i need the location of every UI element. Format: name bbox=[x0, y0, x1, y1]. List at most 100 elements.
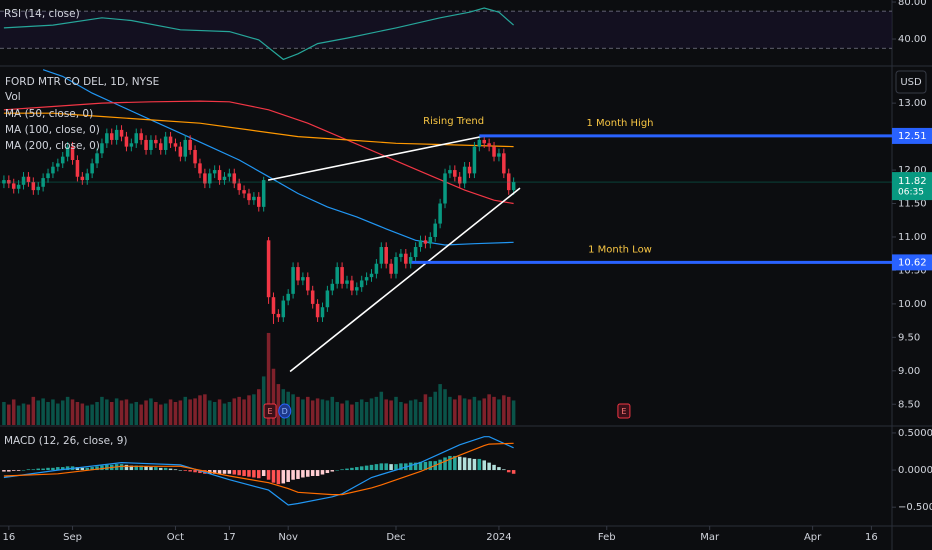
candle-body bbox=[261, 180, 266, 207]
candle-body bbox=[90, 163, 94, 174]
candle-body bbox=[208, 173, 212, 184]
volume-bar bbox=[193, 398, 197, 425]
volume-bar bbox=[448, 396, 452, 425]
macd-histogram bbox=[129, 465, 134, 471]
currency-box[interactable] bbox=[895, 70, 927, 94]
macd-histogram bbox=[2, 470, 6, 472]
candle-body bbox=[134, 133, 139, 144]
candle-body bbox=[31, 182, 36, 191]
macd-histogram bbox=[183, 470, 188, 471]
volume-bar bbox=[428, 396, 433, 425]
volume-bar bbox=[85, 405, 90, 425]
candle-body bbox=[247, 193, 251, 201]
time-label: Dec bbox=[386, 532, 405, 543]
volume-bar bbox=[144, 400, 148, 425]
macd-histogram bbox=[100, 465, 104, 471]
candle-body bbox=[21, 176, 26, 185]
macd-histogram bbox=[193, 470, 197, 473]
currency[interactable]: USD bbox=[900, 77, 922, 88]
macd-histogram bbox=[252, 470, 256, 478]
volume-bar bbox=[438, 384, 442, 425]
volume-bar bbox=[95, 401, 99, 425]
volume-bar bbox=[330, 396, 335, 425]
price-label: 10.00 bbox=[898, 299, 927, 310]
volume-bar bbox=[65, 396, 70, 425]
volume-bar bbox=[379, 391, 384, 425]
candle-body bbox=[281, 300, 286, 318]
candle-body bbox=[109, 133, 114, 140]
candle-body bbox=[340, 267, 344, 284]
candle-body bbox=[80, 176, 85, 181]
macd-histogram bbox=[399, 463, 403, 471]
candle-body bbox=[457, 176, 462, 184]
current-price: 11.82 bbox=[898, 176, 927, 187]
trendline bbox=[289, 187, 521, 373]
volume-bar bbox=[70, 399, 75, 425]
candle-body bbox=[443, 173, 447, 204]
candle-body bbox=[212, 170, 217, 174]
volume-bar bbox=[482, 398, 486, 425]
macd-histogram bbox=[95, 466, 99, 471]
macd-label: MACD (12, 26, close, 9) bbox=[4, 435, 127, 447]
macd-histogram bbox=[163, 467, 168, 471]
macd-histogram bbox=[340, 469, 344, 471]
macd-histogram bbox=[394, 464, 398, 471]
macd-histogram bbox=[438, 459, 442, 471]
volume-bar bbox=[26, 404, 31, 425]
volume-bar bbox=[198, 395, 202, 425]
candle-body bbox=[506, 173, 511, 191]
volume-bar bbox=[291, 394, 295, 425]
candle-body bbox=[477, 139, 482, 147]
volume-bar bbox=[374, 396, 379, 425]
volume-bar bbox=[443, 389, 447, 425]
candle-body bbox=[423, 240, 428, 244]
volume-bar bbox=[227, 401, 232, 425]
signal-line bbox=[3, 442, 514, 496]
rsi-label: RSI (14, close) bbox=[4, 8, 80, 20]
candle-body bbox=[119, 129, 124, 137]
candle-body bbox=[105, 133, 109, 144]
volume-bar bbox=[453, 399, 457, 425]
rsi-label: 40.00 bbox=[898, 34, 927, 45]
macd-histogram bbox=[266, 470, 271, 480]
macd-histogram bbox=[36, 468, 40, 471]
macd-pane bbox=[2, 436, 516, 506]
rsi-line bbox=[3, 7, 514, 61]
price-label: 9.50 bbox=[898, 332, 920, 343]
volume-bar bbox=[80, 403, 85, 425]
macd-histogram bbox=[227, 470, 232, 474]
price-pane bbox=[0, 69, 892, 425]
candle-body bbox=[163, 136, 168, 150]
price-label: 12.00 bbox=[898, 165, 927, 176]
macd-histogram bbox=[315, 470, 320, 476]
macd-histogram bbox=[154, 467, 158, 471]
time-label: 16 bbox=[2, 532, 15, 543]
macd-histogram bbox=[212, 470, 217, 474]
volume-bar bbox=[462, 398, 467, 425]
volume-bar bbox=[212, 401, 217, 425]
volume-bar bbox=[350, 404, 354, 425]
volume-bar bbox=[359, 399, 364, 425]
macd-histogram bbox=[46, 467, 50, 471]
macd-histogram bbox=[457, 456, 462, 471]
candle-body bbox=[100, 143, 104, 154]
candle-body bbox=[65, 146, 70, 157]
countdown: 06:35 bbox=[898, 188, 924, 198]
candle-body bbox=[492, 146, 496, 157]
price-label: 10.50 bbox=[898, 265, 927, 276]
candle-body bbox=[41, 178, 45, 187]
macd-histogram bbox=[51, 467, 55, 471]
volume-bar bbox=[389, 400, 393, 425]
macd-histogram bbox=[134, 465, 139, 471]
candle-body bbox=[291, 267, 295, 294]
macd-histogram bbox=[325, 470, 330, 474]
candle-body bbox=[60, 156, 65, 164]
volume-bar bbox=[418, 401, 423, 425]
macd-histogram bbox=[247, 470, 251, 477]
candle-body bbox=[320, 307, 325, 318]
volume-bar bbox=[511, 400, 516, 425]
price-label: 13.00 bbox=[898, 98, 927, 109]
candle-body bbox=[369, 273, 374, 278]
macd-line bbox=[3, 436, 514, 506]
macd-histogram bbox=[428, 461, 433, 471]
